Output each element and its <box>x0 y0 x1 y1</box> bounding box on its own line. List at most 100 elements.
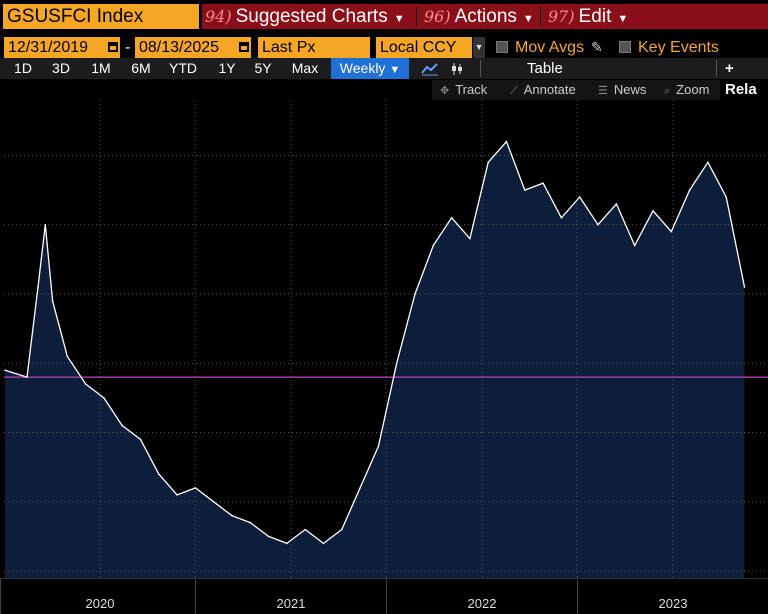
x-axis-tick <box>386 579 387 614</box>
end-date-field[interactable]: 08/13/2025 <box>135 37 251 58</box>
data-point <box>505 140 508 143</box>
line-chart-icon[interactable] <box>416 58 444 79</box>
currency-select[interactable]: Local CCY <box>376 37 472 58</box>
zoom-tool[interactable]: ⌕ Zoom <box>664 80 709 100</box>
data-point <box>542 182 544 184</box>
menu-number: 97) <box>548 7 575 26</box>
x-axis-tick <box>195 579 196 614</box>
x-axis-tick <box>0 579 1 614</box>
suggested-charts-menu[interactable]: 94) Suggested Charts ▼ <box>205 4 405 29</box>
data-point <box>707 161 709 164</box>
magnifier-icon: ⌕ <box>664 85 671 97</box>
table-button[interactable]: Table <box>527 60 563 77</box>
period-3d-button[interactable]: 3D <box>52 60 70 76</box>
pen-icon: ⟋ <box>510 85 518 97</box>
data-point <box>44 223 47 226</box>
ticker-field[interactable]: GSUSFCI Index <box>3 4 199 29</box>
annotate-tool[interactable]: ⟋ Annotate <box>510 80 576 100</box>
menu-label: Suggested Charts <box>235 6 388 27</box>
start-date-field[interactable]: 12/31/2019 <box>4 37 120 58</box>
x-axis-label-2021: 2021 <box>276 596 306 611</box>
zoom-label: Zoom <box>676 82 710 97</box>
data-point <box>725 196 727 198</box>
data-point <box>212 501 215 503</box>
track-label: Track <box>455 82 488 97</box>
calendar-icon[interactable] <box>239 42 249 52</box>
data-point <box>158 473 160 475</box>
candlestick-icon[interactable] <box>446 58 468 79</box>
period-1y-button[interactable]: 1Y <box>218 60 236 76</box>
caret-down-icon: ▼ <box>389 64 401 76</box>
period-toolbar: 1D 3D 1M 6M YTD 1Y 5Y Max Weekly ▼ Table… <box>0 58 768 98</box>
period-5y-button[interactable]: 5Y <box>254 60 272 76</box>
edit-menu[interactable]: 97) Edit ▼ <box>548 4 628 29</box>
data-point <box>450 217 453 219</box>
period-max-button[interactable]: Max <box>291 60 319 76</box>
related-button[interactable]: + Rela <box>725 60 757 98</box>
price-chart[interactable] <box>0 0 768 578</box>
data-point <box>414 293 416 295</box>
data-point <box>395 362 398 365</box>
menu-divider <box>540 7 541 26</box>
mov-avgs-checkbox[interactable] <box>496 41 508 53</box>
annotate-label: Annotate <box>523 82 576 97</box>
data-point <box>4 369 6 372</box>
period-1d-button[interactable]: 1D <box>14 60 32 76</box>
data-point <box>341 528 343 531</box>
key-events-label[interactable]: Key Events <box>638 39 719 56</box>
caret-down-icon: ▼ <box>617 13 629 25</box>
data-point <box>37 286 39 288</box>
date-separator: - <box>125 39 131 56</box>
menu-label: Actions <box>454 6 517 27</box>
mov-avgs-label[interactable]: Mov Avgs <box>515 39 585 56</box>
menu-number: 94) <box>205 7 232 26</box>
caret-down-icon: ▼ <box>522 13 534 25</box>
data-point <box>26 376 28 378</box>
frequency-select[interactable]: Weekly ▼ <box>331 58 409 79</box>
caret-down-icon: ▼ <box>393 13 405 25</box>
data-point <box>121 424 123 427</box>
news-tool[interactable]: ☰ News <box>598 80 646 100</box>
data-point <box>578 196 581 198</box>
data-point <box>194 487 197 489</box>
period-6m-button[interactable]: 6M <box>131 60 151 76</box>
actions-menu[interactable]: 96) Actions ▼ <box>424 4 534 29</box>
data-point <box>743 286 746 288</box>
data-point <box>103 397 105 399</box>
title-bar: GSUSFCI Index 94) Suggested Charts ▼ 96) Ac… <box>0 0 768 33</box>
menu-divider <box>416 7 417 26</box>
data-point <box>560 217 563 219</box>
period-1m-button[interactable]: 1M <box>91 60 111 76</box>
data-point <box>304 528 307 531</box>
data-point <box>66 355 69 358</box>
chart-tools: ✥ Track ⟋ Annotate ☰ News ⌕ Zoom <box>432 80 720 100</box>
data-point <box>377 445 380 448</box>
price-field-select[interactable]: Last Px <box>258 37 370 58</box>
menu-number: 96) <box>424 7 451 26</box>
track-tool[interactable]: ✥ Track <box>440 80 487 100</box>
pencil-icon[interactable]: ✎ <box>591 39 603 55</box>
data-point <box>432 244 435 247</box>
x-axis-label-2020: 2020 <box>85 596 115 611</box>
toolbar-divider <box>480 60 481 77</box>
data-point <box>359 487 361 489</box>
data-point <box>652 210 654 212</box>
data-point <box>267 535 270 538</box>
chart-settings-row: 12/31/2019 - 08/13/2025 Last Px Local CC… <box>0 37 768 59</box>
toolbar-divider <box>716 60 717 77</box>
news-icon: ☰ <box>598 85 608 97</box>
data-point <box>84 383 87 385</box>
period-ytd-button[interactable]: YTD <box>169 60 197 76</box>
key-events-checkbox[interactable] <box>619 41 631 53</box>
menu-label: Edit <box>578 6 612 27</box>
x-axis-label-2022: 2022 <box>467 596 497 611</box>
data-point <box>322 542 325 545</box>
data-point <box>615 203 618 205</box>
data-point <box>469 237 471 240</box>
calendar-icon[interactable] <box>108 42 118 52</box>
x-axis-label-2023: 2023 <box>658 596 688 611</box>
frequency-label: Weekly <box>339 60 386 76</box>
series-area <box>5 141 745 578</box>
data-point <box>487 161 490 164</box>
chevron-down-icon[interactable]: ▼ <box>473 37 485 58</box>
